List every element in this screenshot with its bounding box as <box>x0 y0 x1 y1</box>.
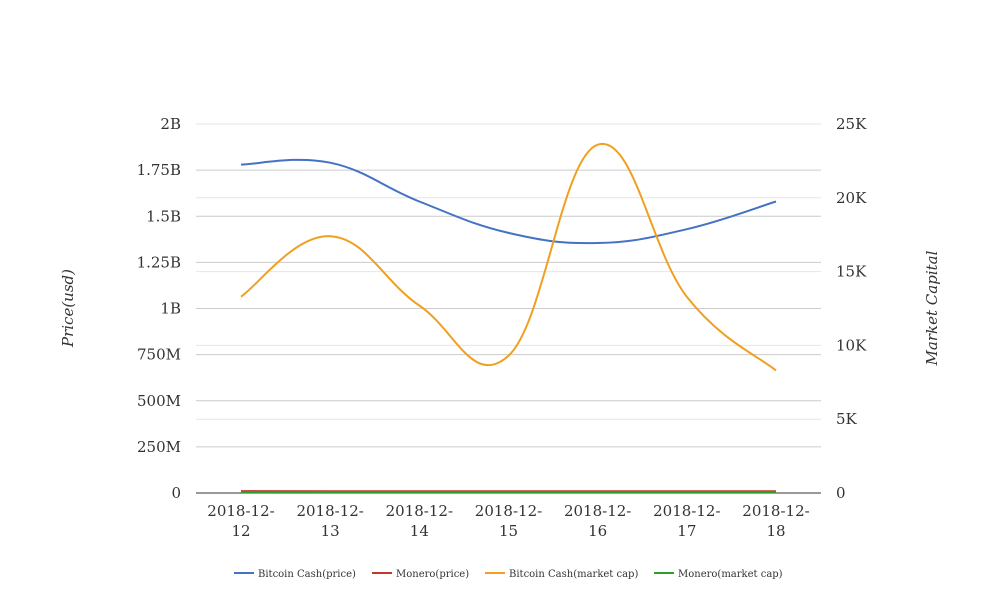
legend-item[interactable]: Monero(market cap) <box>654 569 783 580</box>
right-tick-label: 25K <box>836 115 867 133</box>
left-tick-label: 750M <box>137 346 181 364</box>
x-tick-label: 2018-12-17 <box>653 502 720 540</box>
x-axis-ticks: 2018-12-12 2018-12-13 2018-12-14 2018-12-15… <box>207 502 809 540</box>
x-tick-label: 2018-12-16 <box>564 502 631 540</box>
left-tick-label: 1.75B <box>137 161 181 179</box>
left-y-axis-ticks: 0 250M 500M 750M 1B 1.25B 1.5B 1.75B 2B <box>137 115 181 502</box>
left-gridlines <box>196 123 821 448</box>
legend-item[interactable]: Monero(price) <box>372 569 469 580</box>
left-tick-label: 500M <box>137 392 181 410</box>
right-tick-label: 20K <box>836 189 867 207</box>
right-axis-title: Market Capital <box>923 250 941 366</box>
left-tick-label: 2B <box>160 115 181 133</box>
x-tick-label: 2018-12-15 <box>475 502 542 540</box>
x-tick-label: 2018-12-18 <box>742 502 809 540</box>
legend-item[interactable]: Bitcoin Cash(market cap) <box>485 569 638 580</box>
left-tick-label: 1.5B <box>146 207 181 225</box>
left-tick-label: 1B <box>160 300 181 318</box>
legend-label: Bitcoin Cash(market cap) <box>509 569 638 580</box>
right-tick-label: 5K <box>836 410 858 428</box>
series-line-bitcoin-cash-market-cap <box>240 143 777 372</box>
left-tick-label: 250M <box>137 438 181 456</box>
x-tick-label: 2018-12-12 <box>207 502 274 540</box>
series-layer <box>240 143 777 494</box>
series-line-bitcoin-cash-price <box>240 158 777 245</box>
right-tick-label: 10K <box>836 336 867 354</box>
right-tick-label: 15K <box>836 263 867 281</box>
legend-item[interactable]: Bitcoin Cash(price) <box>234 569 356 580</box>
right-gridlines <box>196 123 821 420</box>
left-tick-label: 1.25B <box>137 253 181 271</box>
x-tick-label: 2018-12-14 <box>386 502 453 540</box>
legend-label: Monero(market cap) <box>678 569 783 580</box>
x-tick-label: 2018-12-13 <box>296 502 363 540</box>
right-tick-label: 0 <box>836 484 846 502</box>
right-y-axis-ticks: 0 5K 10K 15K 20K 25K <box>836 115 867 502</box>
legend[interactable]: Bitcoin Cash(price) Monero(price) Bitcoin … <box>234 569 783 580</box>
left-tick-label: 0 <box>171 484 181 502</box>
legend-label: Monero(price) <box>396 569 469 580</box>
legend-label: Bitcoin Cash(price) <box>258 569 356 580</box>
left-axis-title: Price(usd) <box>59 269 77 348</box>
